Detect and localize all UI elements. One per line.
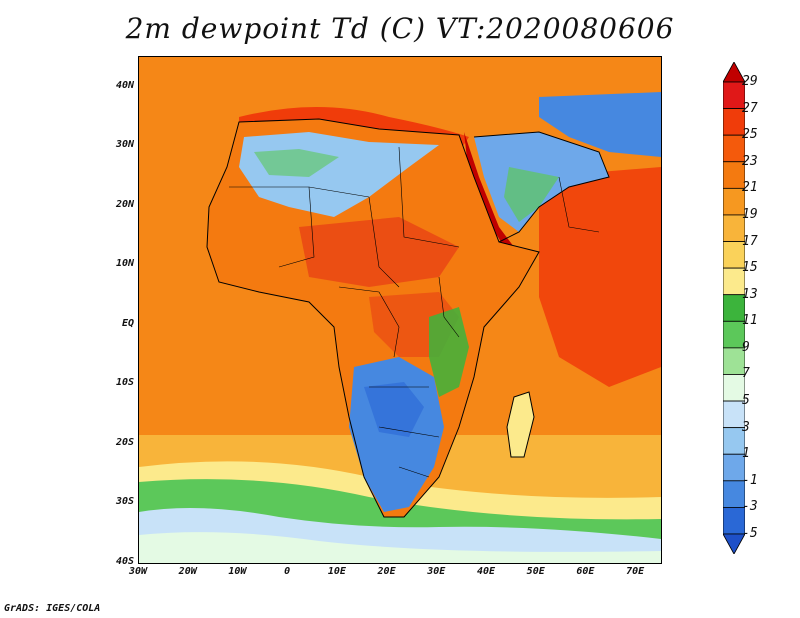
lon-tick-label: 40E bbox=[476, 566, 496, 577]
colorbar-tick-label: 1 bbox=[742, 446, 750, 462]
colorbar-tick-label: 13 bbox=[742, 286, 758, 302]
east-africa-highlands bbox=[429, 307, 469, 397]
colorbar bbox=[723, 62, 745, 554]
chart-title: 2m dewpoint Td (C) VT:2020080606 bbox=[125, 12, 675, 45]
lat-tick-label: 30N bbox=[115, 139, 134, 151]
madagascar-coastline bbox=[506, 391, 535, 458]
lon-tick-label: 10E bbox=[327, 566, 346, 577]
iran-dry-area bbox=[539, 92, 661, 157]
lon-tick-label: 20E bbox=[377, 566, 396, 577]
arabia-coastline bbox=[473, 131, 610, 243]
atlas-moist-area bbox=[254, 149, 339, 177]
southern-pale-band bbox=[139, 532, 661, 563]
colorbar-tick-label: -5 bbox=[742, 526, 758, 541]
credit-text: GrADS: IGES/COLA bbox=[4, 603, 101, 614]
lon-tick-label: 0 bbox=[284, 566, 291, 577]
lat-tick-label: 30S bbox=[115, 496, 134, 508]
africa-land bbox=[207, 119, 539, 517]
colorbar-tick-label: 23 bbox=[742, 153, 758, 169]
arabia-green-area bbox=[504, 167, 559, 222]
colorbar-tick-label: 17 bbox=[742, 233, 758, 249]
lon-tick-label: 50E bbox=[526, 566, 545, 577]
madagascar-island bbox=[507, 392, 534, 457]
lon-tick-label: 30W bbox=[128, 566, 148, 577]
arabian-sea-field bbox=[539, 167, 661, 387]
colorbar-tick-label: 19 bbox=[742, 206, 758, 222]
kalahari-dry-area bbox=[364, 382, 424, 437]
colorbar-tick-label: 25 bbox=[742, 127, 758, 143]
dewpoint-map bbox=[139, 57, 661, 563]
country-borders bbox=[229, 146, 600, 478]
lat-tick-label: 10S bbox=[115, 377, 134, 389]
lat-tick-label: 20N bbox=[115, 198, 134, 210]
colorbar-tick-label: 15 bbox=[742, 260, 758, 276]
colorbar-tick-label: 3 bbox=[742, 419, 750, 435]
lon-tick-label: 60E bbox=[576, 566, 595, 577]
lat-tick-label: 40N bbox=[115, 79, 134, 91]
lat-tick-label: 40S bbox=[115, 556, 134, 567]
lon-tick-label: 20W bbox=[178, 566, 197, 577]
colorbar-tick-label: -1 bbox=[742, 472, 758, 488]
colorbar-tick-label: 11 bbox=[742, 313, 758, 329]
colorbar-tick-label: 29 bbox=[742, 74, 758, 89]
colorbar-tick-label: 21 bbox=[742, 180, 758, 196]
colorbar-tick-label: 5 bbox=[742, 393, 750, 409]
sahel-warm-area bbox=[299, 217, 459, 287]
colorbar-tick-label: -3 bbox=[742, 499, 758, 515]
colorbar-min-triangle bbox=[723, 533, 745, 554]
lat-tick-label: 10N bbox=[115, 258, 134, 270]
africa-coastline bbox=[206, 118, 540, 518]
lat-tick-label: EQ bbox=[121, 317, 134, 329]
lat-tick-label: 20S bbox=[115, 436, 134, 448]
colorbar-tick-label: 27 bbox=[742, 100, 758, 116]
map-panel bbox=[138, 56, 662, 564]
lon-tick-label: 10W bbox=[228, 566, 247, 577]
colorbar-tick-label: 7 bbox=[742, 366, 750, 382]
lon-tick-label: 30E bbox=[427, 566, 446, 577]
lon-tick-label: 70E bbox=[626, 566, 645, 577]
colorbar-tick-label: 9 bbox=[742, 339, 750, 355]
